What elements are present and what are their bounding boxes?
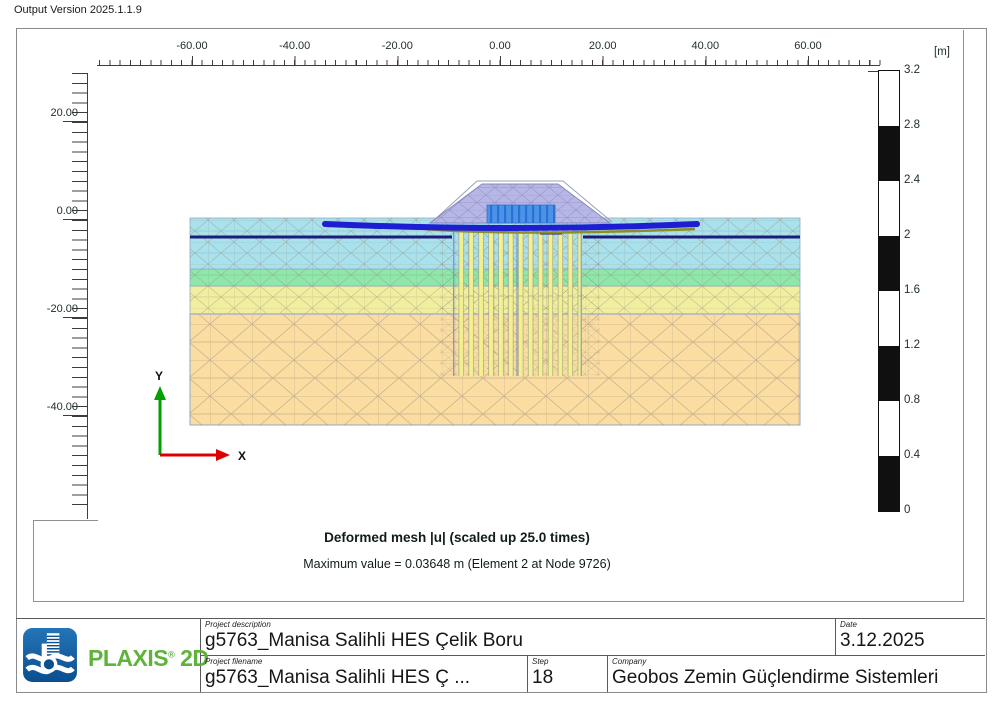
- y-axis-tick-label: -40.00: [46, 401, 78, 413]
- field-label: Step: [532, 657, 549, 666]
- date-cell: Date 3.12.2025: [836, 619, 985, 655]
- top-ruler-line: [97, 65, 880, 66]
- scalebar-tick-label: 0.8: [904, 394, 920, 406]
- field-label: Project description: [205, 620, 271, 629]
- x-axis-tick-label: -20.00: [381, 40, 413, 52]
- plaxis-logo-text: PLAXIS® 2D: [88, 645, 209, 671]
- x-axis-label: X: [238, 449, 246, 463]
- y-axis-tick-label: -20.00: [46, 303, 78, 315]
- axis-orientation-indicator: Y X: [154, 369, 246, 463]
- title-block-divider: [527, 655, 528, 692]
- scalebar-tick-label: 3.2: [904, 64, 920, 76]
- title-block-divider: [835, 619, 836, 655]
- geogrid-line: [424, 227, 696, 234]
- company-cell: Company Geobos Zemin Güçlendirme Sisteml…: [608, 656, 985, 692]
- scale-segment: [879, 126, 899, 181]
- field-value: g5763_Manisa Salihli HES Ç ...: [205, 667, 471, 688]
- plot-title: Deformed mesh |u| (scaled up 25.0 times): [324, 530, 590, 545]
- scalebar-tick-label: 1.2: [904, 339, 920, 351]
- embankment: [428, 183, 612, 224]
- x-axis-arrow-icon: [216, 449, 230, 461]
- title-block-divider: [607, 655, 608, 692]
- app-version-text: Output Version 2025.1.1.9: [14, 4, 142, 16]
- scalebar-tick-label: 2.4: [904, 174, 920, 186]
- plot-frame-left-edge: [33, 520, 34, 602]
- scale-segment: [879, 291, 899, 346]
- field-label: Company: [612, 657, 647, 666]
- scalebar-unit-label: [m]: [934, 46, 950, 58]
- plot-frame-step-edge: [33, 520, 98, 521]
- x-axis-tick-label: -60.00: [176, 40, 208, 52]
- x-axis-tick-label: 20.00: [588, 40, 617, 52]
- shade-scale-bar: [878, 70, 900, 512]
- project-description-cell: Project description g5763_Manisa Salihli…: [201, 619, 835, 655]
- scalebar-tick-label: 2: [904, 229, 911, 241]
- left-ruler-line: [87, 73, 88, 519]
- field-label: Project filename: [205, 657, 263, 666]
- y-axis-label: Y: [155, 369, 163, 383]
- step-cell: Step 18: [528, 656, 607, 692]
- plaxis-logo-icon: [23, 628, 77, 682]
- undeformed-outline: [431, 180, 613, 223]
- x-axis-tick-label: -40.00: [279, 40, 311, 52]
- title-block-divider: [200, 655, 985, 656]
- left-ruler-major-ticks: [63, 121, 87, 416]
- plot-max-value-text: Maximum value = 0.03648 m (Element 2 at …: [303, 557, 611, 571]
- x-axis-tick-label: 40.00: [691, 40, 720, 52]
- scalebar-tick-label: 1.6: [904, 284, 920, 296]
- x-axis-tick-label: 60.00: [794, 40, 822, 52]
- project-filename-cell: Project filename g5763_Manisa Salihli HE…: [201, 656, 527, 692]
- plot-frame-right-edge: [963, 30, 964, 601]
- output-window-frame: [16, 28, 987, 693]
- scale-segment: [879, 456, 899, 511]
- scalebar-tick-label: 0: [904, 504, 911, 516]
- field-label: Date: [840, 620, 857, 629]
- scale-segment: [879, 181, 899, 236]
- x-axis-tick-label: 0.00: [489, 40, 511, 52]
- stone-columns: [453, 228, 582, 376]
- scale-segment: [879, 346, 899, 401]
- field-value: g5763_Manisa Salihli HES Çelik Boru: [205, 630, 523, 651]
- scalebar-top-tick: [868, 71, 878, 72]
- field-value: 3.12.2025: [840, 630, 925, 651]
- plaxis-logo: PLAXIS® 2D: [22, 627, 209, 687]
- y-axis-tick-label: 20.00: [50, 107, 78, 119]
- field-value: Geobos Zemin Güçlendirme Sistemleri: [612, 667, 939, 688]
- scale-segment: [879, 71, 899, 126]
- y-axis-arrow-icon: [154, 386, 166, 400]
- field-value: 18: [532, 667, 554, 688]
- scalebar-tick-label: 0.4: [904, 449, 920, 461]
- scale-segment: [879, 236, 899, 291]
- top-ruler-major-ticks: [192, 56, 810, 65]
- plate-element: [322, 221, 700, 231]
- deformed-mesh-canvas[interactable]: [180, 170, 810, 440]
- scalebar-tick-label: 2.8: [904, 119, 920, 131]
- plot-frame-bottom-edge: [33, 601, 964, 602]
- scale-segment: [879, 401, 899, 456]
- title-block: PLAXIS® 2D Project description g5763_Man…: [16, 618, 985, 692]
- y-axis-tick-label: 0.00: [56, 205, 78, 217]
- embankment-core-block: [486, 204, 556, 224]
